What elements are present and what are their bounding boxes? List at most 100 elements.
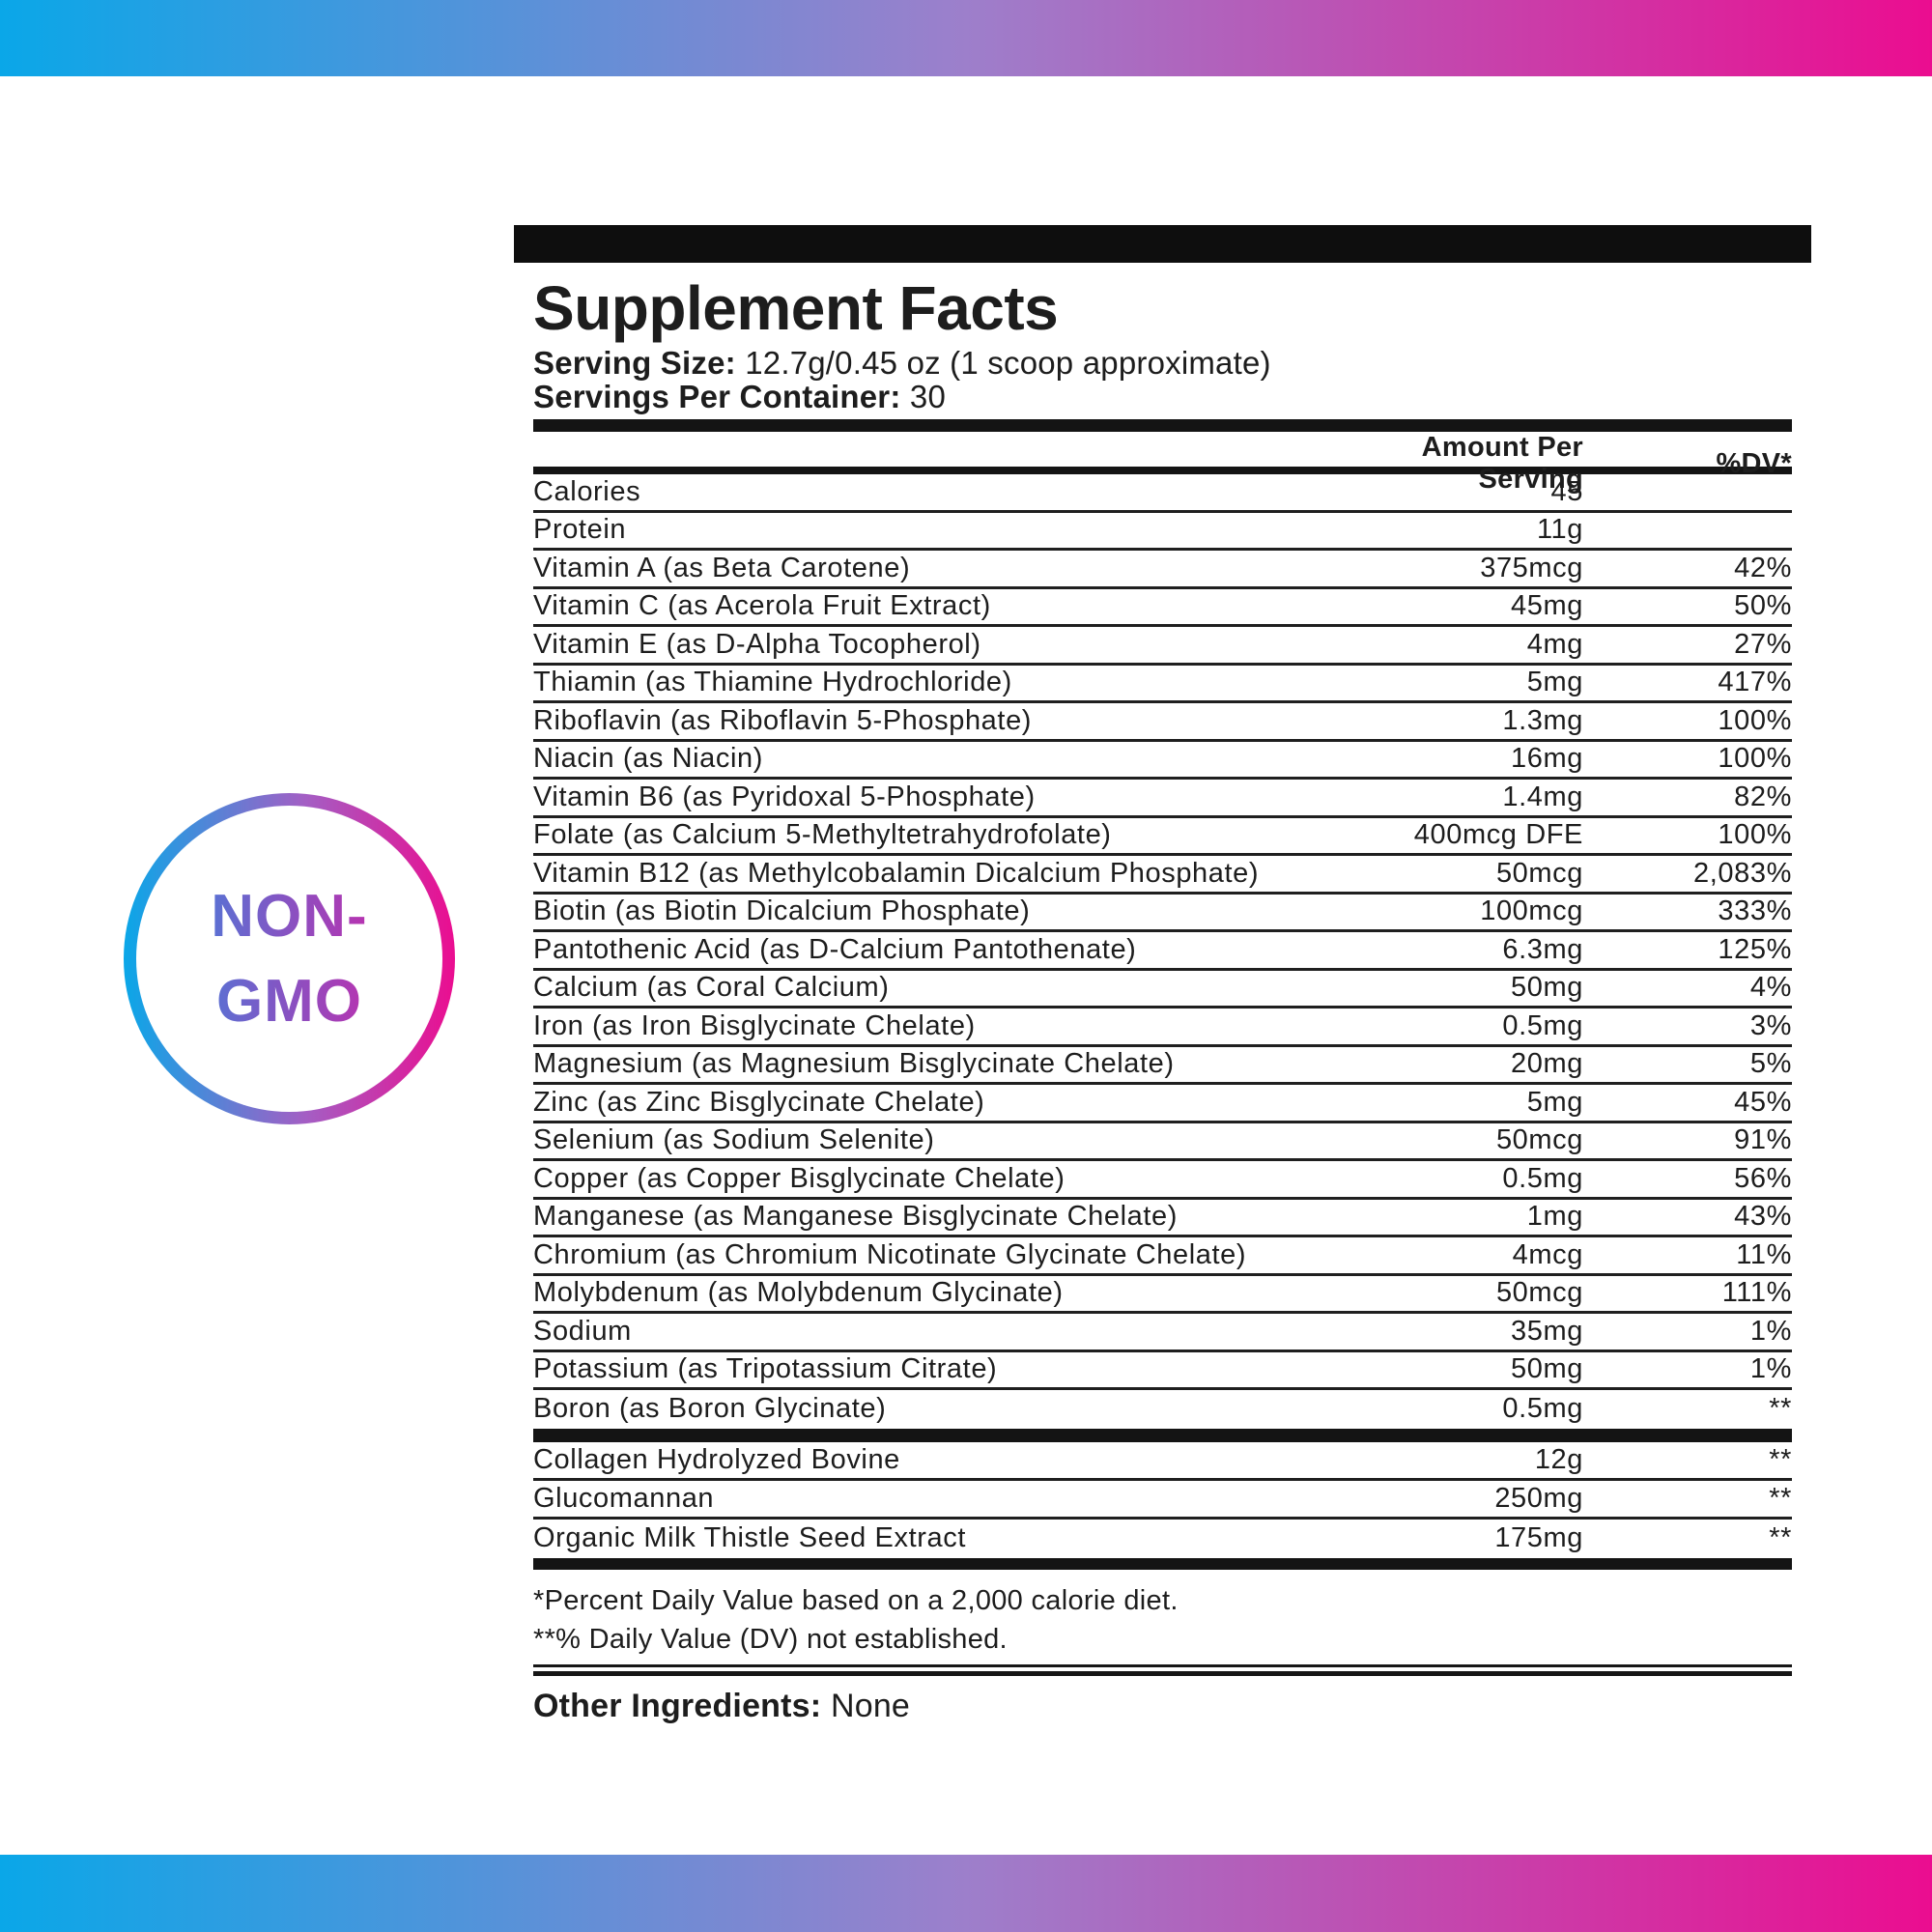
other-ingredients-divider — [533, 1663, 1792, 1676]
amount-value: 6.3mg — [1502, 933, 1583, 965]
dv-value: 11% — [1736, 1238, 1792, 1270]
nutrient-label: Calories — [533, 475, 641, 507]
amount-value: 4mg — [1526, 628, 1583, 660]
thick-divider-middle — [533, 1428, 1792, 1442]
servings-per-container-label: Servings Per Container: — [533, 379, 901, 414]
nutrient-label: Vitamin B6 (as Pyridoxal 5-Phosphate) — [533, 781, 1036, 812]
amount-value: 12g — [1534, 1443, 1583, 1475]
table-row: Zinc (as Zinc Bisglycinate Chelate) 5mg 45… — [533, 1085, 1792, 1123]
table-row: Calories 45 — [533, 474, 1792, 513]
amount-value: 16mg — [1511, 743, 1583, 775]
servings-per-container-line: Servings Per Container: 30 — [533, 380, 1792, 413]
amount-value: 50mcg — [1495, 1277, 1583, 1309]
header-divider — [533, 467, 1792, 474]
amount-value: 0.5mg — [1502, 1009, 1583, 1041]
amount-value: 250mg — [1494, 1482, 1583, 1514]
table-row: Collagen Hydrolyzed Bovine 12g ** — [533, 1442, 1792, 1481]
table-row: Copper (as Copper Bisglycinate Chelate) 0… — [533, 1161, 1792, 1200]
table-row: Pantothenic Acid (as D-Calcium Pantothen… — [533, 932, 1792, 971]
dv-value: 27% — [1734, 628, 1792, 660]
dv-value: 50% — [1734, 590, 1792, 622]
amount-value: 4mcg — [1512, 1238, 1583, 1270]
table-row: Organic Milk Thistle Seed Extract 175mg ** — [533, 1520, 1792, 1558]
table-row: Magnesium (as Magnesium Bisglycinate Che… — [533, 1047, 1792, 1085]
nutrient-label: Folate (as Calcium 5-Methyltetrahydrofol… — [533, 819, 1112, 851]
dv-value: ** — [1769, 1522, 1792, 1553]
nutrient-label: Manganese (as Manganese Bisglycinate Che… — [533, 1201, 1178, 1233]
panel-content: Supplement Facts Serving Size: 12.7g/0.4… — [514, 275, 1811, 1725]
dv-value: 100% — [1718, 819, 1792, 851]
amount-value: 0.5mg — [1502, 1162, 1583, 1194]
dv-value: 82% — [1734, 781, 1792, 812]
amount-value: 20mg — [1511, 1048, 1583, 1080]
table-row: Chromium (as Chromium Nicotinate Glycina… — [533, 1237, 1792, 1276]
table-row: Sodium 35mg 1% — [533, 1314, 1792, 1352]
panel-header-bar — [514, 225, 1811, 263]
dv-value: 42% — [1734, 552, 1792, 583]
dv-value: ** — [1769, 1443, 1792, 1475]
table-row: Niacin (as Niacin) 16mg 100% — [533, 742, 1792, 780]
other-ingredients-label: Other Ingredients: — [533, 1687, 822, 1724]
panel-title: Supplement Facts — [533, 273, 1059, 343]
dv-value: 45% — [1734, 1086, 1792, 1118]
table-row: Molybdenum (as Molybdenum Glycinate) 50mc… — [533, 1276, 1792, 1314]
table-row: Manganese (as Manganese Bisglycinate Che… — [533, 1200, 1792, 1237]
dv-value: 2,083% — [1693, 857, 1792, 889]
nutrient-label: Sodium — [533, 1315, 632, 1347]
column-header-dv: %DV* — [1716, 447, 1792, 479]
nutrient-label: Chromium (as Chromium Nicotinate Glycina… — [533, 1238, 1247, 1270]
amount-value: 45 — [1550, 475, 1583, 507]
table-row: Vitamin B6 (as Pyridoxal 5-Phosphate) 1.4… — [533, 780, 1792, 818]
table-row: Protein 11g — [533, 513, 1792, 551]
nutrient-label: Molybdenum (as Molybdenum Glycinate) — [533, 1277, 1064, 1309]
serving-size-line: Serving Size: 12.7g/0.45 oz (1 scoop app… — [533, 346, 1792, 380]
facts-table: Calories 45 Protein 11g Vitamin A (as Beta C… — [533, 474, 1792, 1429]
dv-value: 43% — [1734, 1201, 1792, 1233]
serving-size-value: 12.7g/0.45 oz (1 scoop approximate) — [745, 345, 1271, 381]
nutrient-label: Magnesium (as Magnesium Bisglycinate Che… — [533, 1048, 1175, 1080]
amount-value: 175mg — [1494, 1522, 1583, 1553]
dv-value: 1% — [1749, 1353, 1792, 1385]
nutrient-label: Biotin (as Biotin Dicalcium Phosphate) — [533, 895, 1031, 927]
non-gmo-line2: GMO — [215, 967, 363, 1035]
dv-value: ** — [1769, 1482, 1792, 1514]
dv-value: 4% — [1749, 972, 1792, 1004]
table-row: Vitamin E (as D-Alpha Tocopherol) 4mg 27% — [533, 627, 1792, 666]
non-gmo-badge-inner: NON- GMO — [136, 806, 442, 1112]
amount-value: 375mcg — [1480, 552, 1583, 583]
amount-value: 50mg — [1511, 972, 1583, 1004]
table-row: Vitamin A (as Beta Carotene) 375mcg 42% — [533, 551, 1792, 589]
amount-value: 50mg — [1511, 1353, 1583, 1385]
table-row: Iron (as Iron Bisglycinate Chelate) 0.5mg… — [533, 1009, 1792, 1047]
bottom-gradient-bar — [0, 1855, 1932, 1932]
dv-value: 91% — [1734, 1124, 1792, 1156]
amount-value: 5mg — [1526, 667, 1583, 698]
nutrient-label: Niacin (as Niacin) — [533, 743, 764, 775]
dv-value: 1% — [1749, 1315, 1792, 1347]
table-row: Selenium (as Sodium Selenite) 50mcg 91% — [533, 1123, 1792, 1161]
dv-value: 417% — [1718, 667, 1792, 698]
table-row: Biotin (as Biotin Dicalcium Phosphate) 10… — [533, 895, 1792, 932]
non-gmo-badge: NON- GMO — [124, 793, 455, 1124]
amount-value: 5mg — [1526, 1086, 1583, 1118]
nutrient-label: Zinc (as Zinc Bisglycinate Chelate) — [533, 1086, 985, 1118]
nutrient-label: Vitamin A (as Beta Carotene) — [533, 552, 911, 583]
nutrient-label: Collagen Hydrolyzed Bovine — [533, 1443, 900, 1475]
dv-value: 56% — [1734, 1162, 1792, 1194]
amount-value: 11g — [1536, 514, 1583, 546]
nutrient-label: Pantothenic Acid (as D-Calcium Pantothen… — [533, 933, 1137, 965]
dv-value: 333% — [1718, 895, 1792, 927]
nutrient-label: Glucomannan — [533, 1482, 715, 1514]
thick-divider-top — [533, 419, 1792, 432]
other-ingredients-value: None — [830, 1687, 911, 1724]
nutrient-label: Protein — [533, 514, 627, 546]
amount-value: 100mcg — [1480, 895, 1583, 927]
table-row: Thiamin (as Thiamine Hydrochloride) 5mg 41… — [533, 666, 1792, 703]
amount-value: 400mcg DFE — [1413, 819, 1583, 851]
nutrient-label: Riboflavin (as Riboflavin 5-Phosphate) — [533, 704, 1033, 736]
nutrient-label: Copper (as Copper Bisglycinate Chelate) — [533, 1162, 1065, 1194]
servings-per-container-value: 30 — [909, 379, 947, 414]
nutrient-label: Vitamin E (as D-Alpha Tocopherol) — [533, 628, 981, 660]
table-row: Boron (as Boron Glycinate) 0.5mg ** — [533, 1390, 1792, 1429]
amount-value: 50mcg — [1495, 857, 1583, 889]
